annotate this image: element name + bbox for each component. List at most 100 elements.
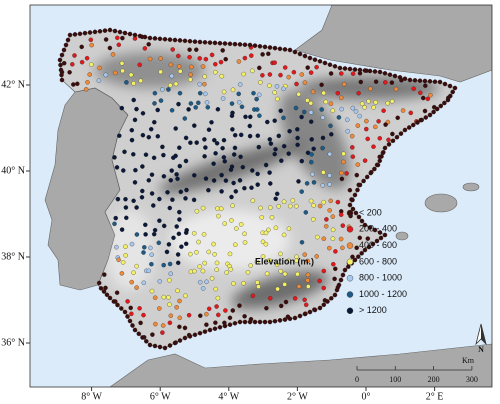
station xyxy=(130,323,135,328)
station xyxy=(182,116,188,121)
station xyxy=(267,137,273,142)
station xyxy=(224,270,229,275)
station xyxy=(67,32,73,38)
station xyxy=(321,170,326,175)
station xyxy=(303,302,309,308)
station xyxy=(138,78,143,84)
station xyxy=(334,287,340,293)
station xyxy=(120,260,126,265)
station xyxy=(237,303,242,308)
station xyxy=(196,239,201,245)
station xyxy=(131,97,136,103)
station xyxy=(378,235,384,241)
station xyxy=(282,271,288,277)
station xyxy=(192,173,197,178)
station xyxy=(400,108,406,113)
station xyxy=(256,144,262,150)
station xyxy=(123,244,128,249)
station xyxy=(114,165,120,170)
station xyxy=(165,190,170,195)
station xyxy=(205,105,211,110)
station xyxy=(437,79,443,85)
station xyxy=(153,321,158,327)
station xyxy=(330,108,336,113)
station xyxy=(325,299,330,304)
station xyxy=(182,325,188,331)
station xyxy=(178,69,183,74)
station xyxy=(167,261,173,267)
station xyxy=(209,276,215,281)
station xyxy=(257,113,262,118)
station xyxy=(239,104,245,110)
station xyxy=(329,132,334,137)
station xyxy=(311,146,316,152)
station xyxy=(206,249,211,255)
station xyxy=(249,185,254,190)
legend-label: 200 - 400 xyxy=(359,224,397,234)
station xyxy=(197,56,202,61)
station xyxy=(157,306,162,311)
station xyxy=(321,302,327,308)
station xyxy=(183,135,189,141)
legend-label: > 1200 xyxy=(359,305,387,315)
station xyxy=(311,217,316,222)
station xyxy=(341,81,347,87)
station xyxy=(295,127,300,132)
station xyxy=(258,80,263,85)
station xyxy=(243,114,248,120)
station xyxy=(397,75,403,80)
station xyxy=(281,199,287,204)
station xyxy=(254,259,260,265)
station xyxy=(241,281,246,286)
station xyxy=(152,101,157,106)
station xyxy=(158,69,163,75)
station xyxy=(365,136,370,142)
station xyxy=(355,123,361,128)
station xyxy=(111,299,117,304)
station xyxy=(117,29,123,35)
station xyxy=(213,286,219,292)
station xyxy=(281,86,286,92)
station xyxy=(228,267,234,272)
station xyxy=(299,240,305,245)
station xyxy=(273,225,279,231)
station xyxy=(362,158,368,163)
station xyxy=(260,239,266,245)
station xyxy=(188,140,193,145)
station xyxy=(357,235,363,241)
station xyxy=(114,244,119,250)
station xyxy=(170,197,175,202)
station xyxy=(353,210,359,216)
station xyxy=(103,37,109,42)
legend-swatch xyxy=(346,291,354,298)
legend-label: < 200 xyxy=(359,207,382,217)
station xyxy=(255,182,260,187)
station xyxy=(221,137,227,143)
station xyxy=(136,331,142,337)
station xyxy=(308,198,314,204)
station xyxy=(197,39,203,45)
station xyxy=(232,132,238,138)
station xyxy=(212,326,218,331)
station xyxy=(387,72,393,77)
station xyxy=(272,90,277,95)
station xyxy=(134,285,139,290)
station xyxy=(112,155,117,160)
station xyxy=(102,272,107,277)
station xyxy=(337,65,343,71)
station xyxy=(228,167,234,172)
station xyxy=(305,98,310,103)
station xyxy=(202,74,207,79)
station xyxy=(237,178,243,183)
station xyxy=(232,321,238,326)
station xyxy=(431,109,436,115)
station xyxy=(362,222,368,228)
station xyxy=(96,78,102,83)
station xyxy=(389,99,395,104)
station xyxy=(188,77,193,82)
station xyxy=(123,196,128,202)
station xyxy=(200,286,206,291)
station xyxy=(141,250,146,255)
station xyxy=(187,334,193,339)
station xyxy=(296,179,301,184)
